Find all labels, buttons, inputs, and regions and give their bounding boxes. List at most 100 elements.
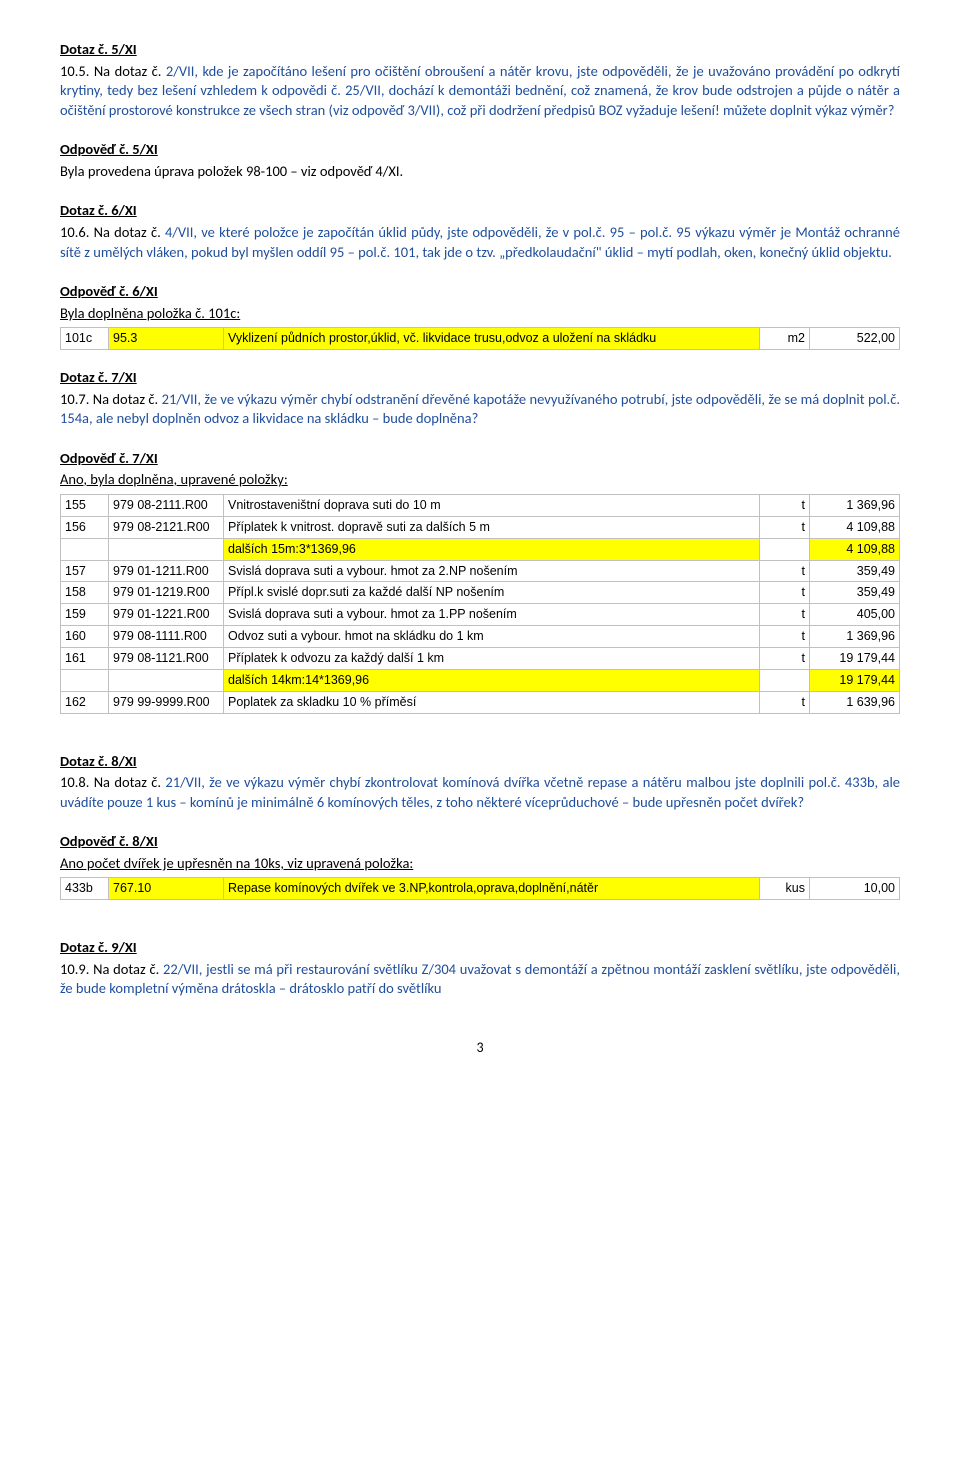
answer-text: Byla provedena úprava položek 98-100 – v… bbox=[60, 162, 900, 182]
table-cell: 1 369,96 bbox=[810, 626, 900, 648]
table-cell: 979 01-1221.R00 bbox=[109, 604, 224, 626]
table-cell: 4 109,88 bbox=[810, 538, 900, 560]
question-body: 4/VII, ve které položce je započítán úkl… bbox=[60, 223, 900, 261]
table-row: 158979 01-1219.R00Přípl.k svislé dopr.su… bbox=[61, 582, 900, 604]
table-cell: Svislá doprava suti a vybour. hmot za 1.… bbox=[224, 604, 760, 626]
section-title: Dotaz č. 7/XI bbox=[60, 368, 900, 388]
table-cell: 1 639,96 bbox=[810, 691, 900, 713]
table-cell: 10,00 bbox=[810, 878, 900, 900]
table-row: 162979 99-9999.R00Poplatek za skladku 10… bbox=[61, 691, 900, 713]
table-cell bbox=[61, 538, 109, 560]
table-row: dalších 15m:3*1369,96 4 109,88 bbox=[61, 538, 900, 560]
question-paragraph: 10.5. Na dotaz č. 2/VII, kde je započítá… bbox=[60, 62, 900, 121]
question-body: 2/VII, kde je započítáno lešení pro očiš… bbox=[60, 62, 900, 119]
table-row: 160979 08-1111.R00Odvoz suti a vybour. h… bbox=[61, 626, 900, 648]
table-cell: dalších 15m:3*1369,96 bbox=[224, 538, 760, 560]
table-cell: 158 bbox=[61, 582, 109, 604]
table-cell: 359,49 bbox=[810, 582, 900, 604]
table-row: 101c95.3Vyklizení půdních prostor,úklid,… bbox=[61, 328, 900, 350]
table-cell: 101c bbox=[61, 328, 109, 350]
table-cell bbox=[760, 538, 810, 560]
table-cell: Poplatek za skladku 10 % příměsí bbox=[224, 691, 760, 713]
table-cell bbox=[109, 538, 224, 560]
table-cell: 161 bbox=[61, 648, 109, 670]
table-cell: Příplatek k vnitrost. dopravě suti za da… bbox=[224, 516, 760, 538]
table-cell: 979 99-9999.R00 bbox=[109, 691, 224, 713]
question-paragraph: 10.9. Na dotaz č. 22/VII, jestli se má p… bbox=[60, 960, 900, 999]
table-cell bbox=[109, 669, 224, 691]
table-cell: 405,00 bbox=[810, 604, 900, 626]
question-body: 21/VII, že ve výkazu výměr chybí zkontro… bbox=[60, 773, 900, 811]
table-cell: 979 08-2121.R00 bbox=[109, 516, 224, 538]
table-cell: Vnitrostaveništní doprava suti do 10 m bbox=[224, 494, 760, 516]
table-cell: t bbox=[760, 560, 810, 582]
table-cell: t bbox=[760, 604, 810, 626]
table-cell: 19 179,44 bbox=[810, 648, 900, 670]
items-table-7: 155979 08-2111.R00Vnitrostaveništní dopr… bbox=[60, 494, 900, 714]
table-cell: 359,49 bbox=[810, 560, 900, 582]
table-cell: 157 bbox=[61, 560, 109, 582]
table-cell: Svislá doprava suti a vybour. hmot za 2.… bbox=[224, 560, 760, 582]
table-cell: 979 01-1211.R00 bbox=[109, 560, 224, 582]
question-prefix: 10.7. Na dotaz č. bbox=[60, 390, 158, 408]
table-cell: 4 109,88 bbox=[810, 516, 900, 538]
answer-title: Odpověď č. 8/XI bbox=[60, 832, 900, 852]
table-cell: 979 01-1219.R00 bbox=[109, 582, 224, 604]
section-title: Dotaz č. 6/XI bbox=[60, 201, 900, 221]
table-cell: Vyklizení půdních prostor,úklid, vč. lik… bbox=[224, 328, 760, 350]
table-cell bbox=[760, 669, 810, 691]
table-row: 433b767.10Repase komínových dvířek ve 3.… bbox=[61, 878, 900, 900]
table-row: 157979 01-1211.R00Svislá doprava suti a … bbox=[61, 560, 900, 582]
items-table-6: 101c95.3Vyklizení půdních prostor,úklid,… bbox=[60, 327, 900, 350]
table-cell: 156 bbox=[61, 516, 109, 538]
table-row: 161979 08-1121.R00Příplatek k odvozu za … bbox=[61, 648, 900, 670]
table-cell: 19 179,44 bbox=[810, 669, 900, 691]
table-cell: dalších 14km:14*1369,96 bbox=[224, 669, 760, 691]
table-cell: t bbox=[760, 626, 810, 648]
question-paragraph: 10.7. Na dotaz č. 21/VII, že ve výkazu v… bbox=[60, 390, 900, 429]
answer-text: Byla doplněna položka č. 101c: bbox=[60, 304, 900, 324]
answer-title: Odpověď č. 7/XI bbox=[60, 449, 900, 469]
table-cell: Odvoz suti a vybour. hmot na skládku do … bbox=[224, 626, 760, 648]
table-cell: t bbox=[760, 516, 810, 538]
table-cell: t bbox=[760, 494, 810, 516]
answer-text: Ano počet dvířek je upřesněn na 10ks, vi… bbox=[60, 854, 900, 874]
question-prefix: 10.8. Na dotaz č. bbox=[60, 773, 161, 791]
table-cell: 979 08-1111.R00 bbox=[109, 626, 224, 648]
table-cell: kus bbox=[760, 878, 810, 900]
table-cell: 1 369,96 bbox=[810, 494, 900, 516]
section-title: Dotaz č. 8/XI bbox=[60, 752, 900, 772]
table-cell: Přípl.k svislé dopr.suti za každé další … bbox=[224, 582, 760, 604]
table-cell bbox=[61, 669, 109, 691]
section-title: Dotaz č. 5/XI bbox=[60, 40, 900, 60]
table-cell: 159 bbox=[61, 604, 109, 626]
table-cell: 162 bbox=[61, 691, 109, 713]
table-cell: 979 08-1121.R00 bbox=[109, 648, 224, 670]
page-number: 3 bbox=[60, 1039, 900, 1058]
table-cell: Příplatek k odvozu za každý další 1 km bbox=[224, 648, 760, 670]
table-cell: Repase komínových dvířek ve 3.NP,kontrol… bbox=[224, 878, 760, 900]
question-body: 22/VII, jestli se má při restaurování sv… bbox=[60, 960, 900, 998]
table-cell: 160 bbox=[61, 626, 109, 648]
table-row: dalších 14km:14*1369,96 19 179,44 bbox=[61, 669, 900, 691]
question-prefix: 10.9. Na dotaz č. bbox=[60, 960, 159, 978]
table-cell: t bbox=[760, 582, 810, 604]
section-title: Dotaz č. 9/XI bbox=[60, 938, 900, 958]
answer-text: Ano, byla doplněna, upravené položky: bbox=[60, 470, 900, 490]
table-cell: m2 bbox=[760, 328, 810, 350]
answer-title: Odpověď č. 5/XI bbox=[60, 140, 900, 160]
question-prefix: 10.6. Na dotaz č. bbox=[60, 223, 161, 241]
table-cell: 155 bbox=[61, 494, 109, 516]
table-cell: 433b bbox=[61, 878, 109, 900]
question-prefix: 10.5. Na dotaz č. bbox=[60, 62, 161, 80]
table-row: 155979 08-2111.R00Vnitrostaveništní dopr… bbox=[61, 494, 900, 516]
table-cell: 522,00 bbox=[810, 328, 900, 350]
table-cell: 767.10 bbox=[109, 878, 224, 900]
items-table-8: 433b767.10Repase komínových dvířek ve 3.… bbox=[60, 877, 900, 900]
table-cell: t bbox=[760, 691, 810, 713]
question-paragraph: 10.6. Na dotaz č. 4/VII, ve které položc… bbox=[60, 223, 900, 262]
table-row: 156979 08-2121.R00Příplatek k vnitrost. … bbox=[61, 516, 900, 538]
table-cell: t bbox=[760, 648, 810, 670]
answer-title: Odpověď č. 6/XI bbox=[60, 282, 900, 302]
question-body: 21/VII, že ve výkazu výměr chybí odstran… bbox=[60, 390, 900, 428]
